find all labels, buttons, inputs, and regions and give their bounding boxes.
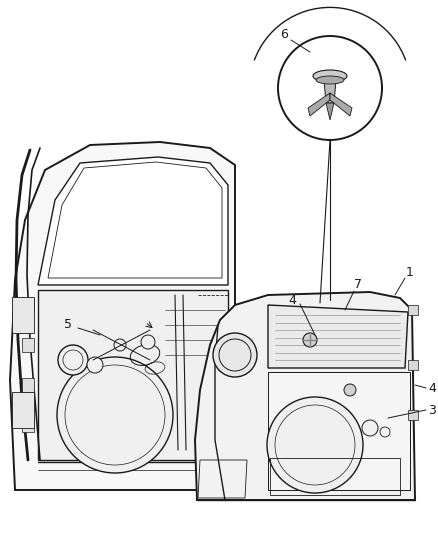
Text: 4: 4 — [428, 382, 436, 394]
Bar — [408, 360, 418, 370]
Circle shape — [362, 420, 378, 436]
Circle shape — [213, 333, 257, 377]
Polygon shape — [268, 305, 408, 368]
Polygon shape — [324, 80, 336, 103]
Polygon shape — [268, 372, 410, 490]
Polygon shape — [38, 157, 228, 285]
Polygon shape — [10, 142, 235, 490]
Polygon shape — [38, 290, 228, 460]
Ellipse shape — [316, 76, 344, 84]
Polygon shape — [326, 103, 334, 120]
Ellipse shape — [313, 70, 347, 82]
Circle shape — [87, 357, 103, 373]
Bar — [22, 378, 34, 392]
Bar — [12, 392, 34, 428]
Circle shape — [114, 339, 126, 351]
Text: 4: 4 — [288, 294, 296, 306]
Circle shape — [58, 345, 88, 375]
Circle shape — [141, 335, 155, 349]
Bar — [408, 305, 418, 315]
Circle shape — [57, 357, 173, 473]
Text: 3: 3 — [428, 403, 436, 416]
Bar — [408, 410, 418, 420]
Text: 5: 5 — [64, 319, 72, 332]
Polygon shape — [330, 93, 352, 116]
Text: 7: 7 — [354, 279, 362, 292]
Polygon shape — [308, 93, 330, 116]
Bar — [12, 297, 34, 333]
Circle shape — [278, 36, 382, 140]
Circle shape — [303, 333, 317, 347]
Circle shape — [344, 384, 356, 396]
Bar — [22, 298, 34, 312]
Circle shape — [267, 397, 363, 493]
Text: 1: 1 — [406, 265, 414, 279]
Text: 6: 6 — [280, 28, 288, 42]
Bar — [22, 418, 34, 432]
Polygon shape — [195, 292, 415, 500]
Bar — [22, 338, 34, 352]
